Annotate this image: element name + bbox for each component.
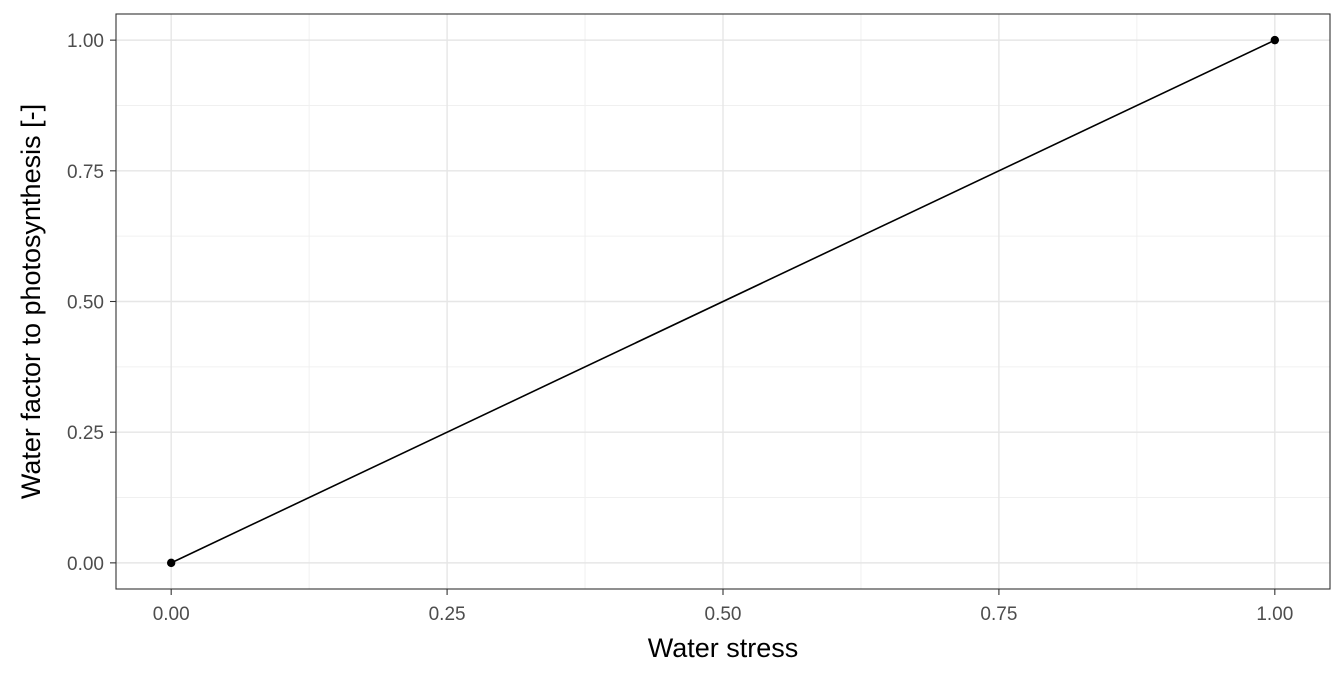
x-tick-label: 1.00 bbox=[1256, 604, 1293, 625]
series-layer bbox=[166, 35, 1280, 568]
y-tick-label: 0.75 bbox=[67, 162, 104, 183]
y-tick-label: 0.25 bbox=[67, 423, 104, 444]
x-tick-label: 0.25 bbox=[429, 604, 466, 625]
y-tick-label: 1.00 bbox=[67, 31, 104, 52]
x-tick-label: 0.00 bbox=[153, 604, 190, 625]
y-axis-title: Water factor to photosynthesis [-] bbox=[16, 104, 46, 499]
series-line bbox=[170, 39, 1276, 564]
y-tick-label: 0.00 bbox=[67, 554, 104, 575]
data-point bbox=[166, 558, 176, 568]
x-axis-title: Water stress bbox=[648, 633, 799, 663]
grid-lines bbox=[116, 14, 1330, 589]
y-tick-label: 0.50 bbox=[67, 293, 104, 314]
data-point bbox=[1270, 35, 1280, 45]
x-tick-label: 0.50 bbox=[705, 604, 742, 625]
x-tick-label: 0.75 bbox=[980, 604, 1017, 625]
axes: 0.00 0.25 0.50 0.75 1.00 0.00 0.25 0.50 0.75 1.00 bbox=[67, 31, 1293, 625]
